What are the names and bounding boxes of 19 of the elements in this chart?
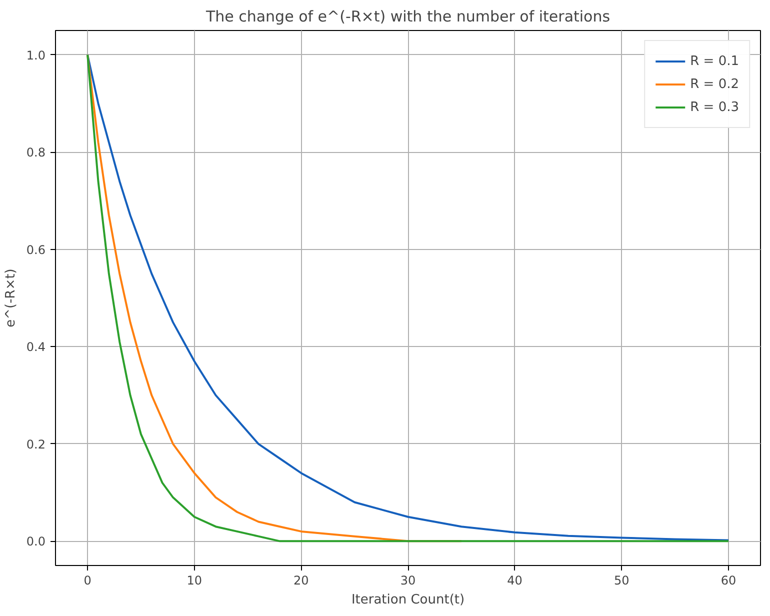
y-tick-label: 0.6 [26,242,46,257]
x-tick-label: 40 [507,574,522,588]
y-axis-title: e^(-R×t) [3,268,18,328]
x-tick-label: 60 [720,574,736,588]
y-tick-label: 0.2 [26,437,46,452]
y-tick-label: 1.0 [26,48,46,62]
x-tick-label: 20 [294,574,309,588]
chart-title: The change of e^(-R×t) with the number of iterations [204,8,610,26]
x-tick-label: 50 [614,574,630,588]
y-tick-label: 0.4 [26,340,46,354]
x-tick-label: 0 [84,574,92,588]
y-tick-label: 0.0 [26,534,46,549]
x-tick-label: 10 [186,574,202,588]
legend-label: R = 0.3 [690,100,739,114]
legend-label: R = 0.1 [690,54,739,68]
x-axis-title: Iteration Count(t) [351,592,465,608]
y-tick-label: 0.8 [26,146,46,160]
x-tick-label: 30 [400,574,416,588]
legend-label: R = 0.2 [690,76,739,92]
